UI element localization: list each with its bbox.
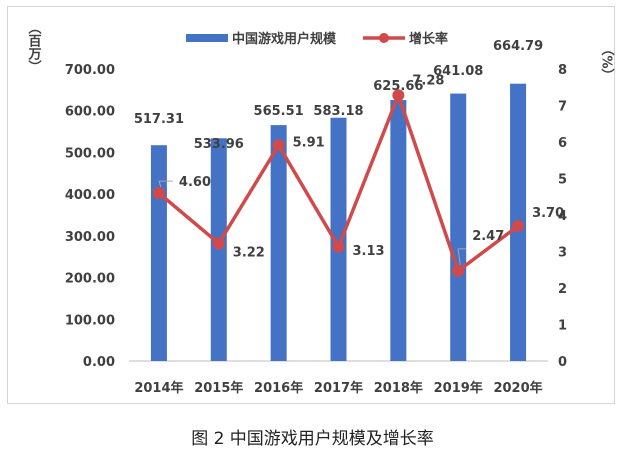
bar-value-label: 641.08: [433, 64, 483, 79]
y-right-axis-title: （%）: [599, 42, 616, 81]
line-value-label: 2.47: [472, 229, 504, 244]
x-tick-label: 2015年: [194, 380, 243, 396]
line-value-label: 3.22: [233, 245, 265, 260]
line-value-label: 7.28: [412, 73, 444, 88]
label-leader-line: [457, 248, 467, 265]
bar-value-label: 664.79: [493, 39, 543, 54]
legend-swatch-marker: [379, 33, 389, 43]
growth-rate-point: [512, 219, 525, 232]
growth-rate-point: [452, 264, 465, 277]
y-left-tick-label: 100.00: [65, 313, 115, 328]
bar-value-label: 625.66: [373, 79, 423, 94]
legend-label-line: 增长率: [409, 31, 448, 47]
y-right-tick-label: 5: [558, 173, 567, 188]
growth-rate-point: [392, 89, 405, 102]
line-value-label: 3.13: [353, 244, 385, 259]
y-right-tick-label: 3: [558, 246, 567, 261]
bar-user-scale: [150, 145, 167, 361]
y-right-tick-label: 1: [558, 319, 567, 334]
x-tick-label: 2014年: [134, 380, 183, 396]
bar-user-scale: [330, 117, 347, 362]
y-right-tick-label: 2: [558, 282, 567, 297]
growth-rate-point: [332, 240, 345, 253]
line-value-label: 4.60: [179, 175, 211, 190]
y-left-tick-label: 300.00: [65, 230, 115, 245]
y-right-tick-label: 6: [558, 136, 567, 151]
x-tick-label: 2018年: [374, 380, 423, 396]
bar-value-label: 517.31: [134, 112, 184, 127]
y-right-tick-label: 0: [558, 355, 567, 370]
legend-swatch-bar: [186, 34, 228, 42]
figure-caption: 图 2 中国游戏用户规模及增长率: [191, 429, 434, 449]
bar-value-label: 565.51: [254, 104, 304, 119]
y-left-tick-label: 500.00: [65, 146, 115, 161]
y-left-tick-label: 700.00: [65, 63, 115, 78]
line-value-label: 5.91: [293, 135, 325, 150]
y-right-tick-label: 7: [558, 100, 567, 115]
growth-rate-point: [272, 139, 285, 152]
bar-value-label: 583.18: [313, 104, 363, 119]
legend-label-bar: 中国游戏用户规模: [232, 31, 337, 47]
chart-svg: 0.00 100.00 200.00 300.00 400.00 500.00 600.00…: [26, 21, 616, 396]
x-tick-label: 2019年: [434, 380, 483, 396]
label-leader-line: [158, 180, 173, 188]
y-left-axis-title: （百万）: [26, 21, 43, 73]
x-tick-label: 2020年: [493, 380, 542, 396]
bar-user-scale: [210, 138, 227, 361]
y-left-tick-label: 400.00: [65, 188, 115, 203]
y-left-tick-label: 0.00: [83, 355, 115, 370]
x-tick-label: 2016年: [254, 380, 303, 396]
chart-frame: 0.00 100.00 200.00 300.00 400.00 500.00 600.00…: [7, 6, 615, 404]
growth-rate-point: [212, 237, 225, 250]
bar-value-label: 533.96: [194, 137, 244, 152]
growth-rate-point: [152, 187, 165, 200]
bar-user-scale: [450, 93, 467, 361]
y-left-tick-label: 200.00: [65, 272, 115, 287]
x-tick-label: 2017年: [314, 380, 363, 396]
bar-user-scale: [270, 125, 287, 362]
bar-user-scale: [390, 100, 407, 361]
y-right-tick-label: 4: [558, 209, 567, 224]
y-right-tick-label: 8: [558, 63, 567, 78]
line-value-label: 3.70: [532, 206, 564, 221]
y-left-tick-label: 600.00: [65, 105, 115, 120]
